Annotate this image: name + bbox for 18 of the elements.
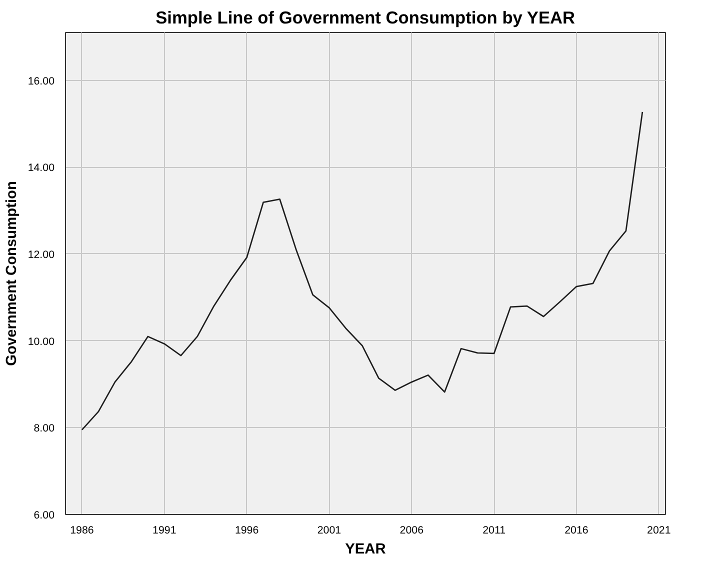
y-tick-label: 14.00 <box>28 162 55 174</box>
chart-title: Simple Line of Government Consumption by YEAR <box>156 8 576 28</box>
y-tick-label: 10.00 <box>28 336 55 348</box>
x-tick-label: 2021 <box>647 524 671 536</box>
x-tick-label: 1986 <box>70 524 94 536</box>
x-tick-label: 2016 <box>564 524 588 536</box>
x-tick-label: 1996 <box>234 524 259 536</box>
x-tick-label: 2006 <box>400 524 424 536</box>
x-tick-label: 2011 <box>482 524 506 536</box>
x-tick-label: 2001 <box>317 524 342 536</box>
y-axis-title: Government Consumption <box>4 181 20 366</box>
y-tick-label: 8.00 <box>34 422 55 435</box>
y-tick-label: 16.00 <box>28 75 55 88</box>
y-tick-label: 6.00 <box>34 510 55 522</box>
y-tick-label: 12.00 <box>28 248 55 261</box>
line-series <box>81 111 644 431</box>
x-axis-title: YEAR <box>345 542 386 558</box>
x-tick-label: 1991 <box>152 524 176 536</box>
